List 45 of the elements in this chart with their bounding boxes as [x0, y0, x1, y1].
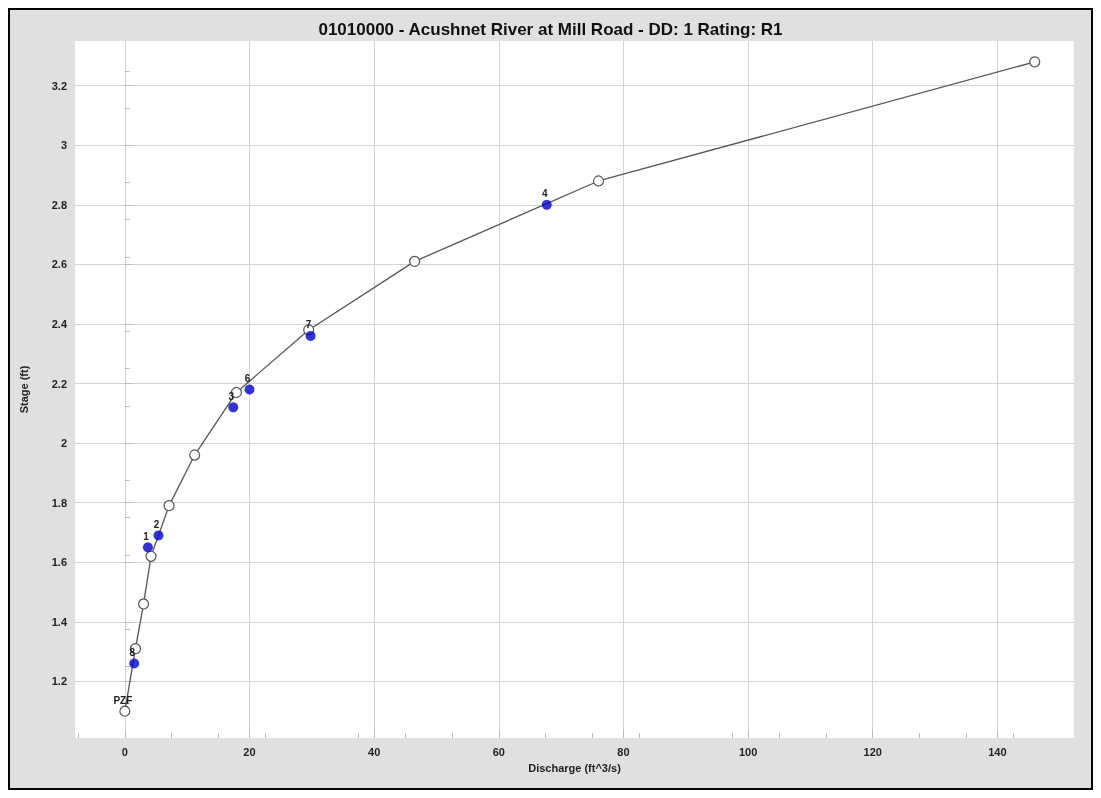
y-tick-label: 2.2 — [51, 377, 67, 390]
y-tick-label: 1.8 — [51, 496, 67, 509]
y-tick-label: 1.2 — [51, 675, 67, 688]
point — [541, 199, 552, 210]
point — [153, 530, 164, 541]
x-tick-label: 40 — [368, 745, 381, 758]
point — [129, 658, 140, 669]
x-tick-label: 20 — [243, 745, 256, 758]
y-tick-label: 3 — [60, 139, 67, 152]
annotation: 7 — [305, 319, 312, 331]
point — [409, 255, 421, 268]
y-axis-title: Stage (ft) — [17, 365, 30, 414]
point — [592, 175, 605, 187]
y-tick-label: 1.4 — [51, 615, 68, 628]
point — [145, 550, 157, 562]
point — [305, 330, 316, 341]
annotation: PZF — [113, 694, 133, 706]
point — [244, 384, 255, 395]
point — [228, 402, 239, 413]
annotation: 6 — [244, 373, 251, 384]
y-tick-label: 1.6 — [51, 556, 67, 569]
x-axis-title: Discharge (ft^3/s) — [528, 761, 622, 774]
x-tick-label: 80 — [617, 745, 630, 758]
y-tick-label: 3.2 — [51, 79, 67, 92]
annotation: 3 — [228, 390, 235, 402]
annotation: 4 — [541, 188, 548, 200]
point — [142, 542, 153, 553]
y-tick-label: 2.8 — [51, 198, 67, 211]
point — [119, 705, 131, 717]
x-tick-label: 60 — [492, 745, 505, 758]
x-tick-label: 100 — [738, 745, 758, 758]
annotation: 1 — [143, 530, 150, 542]
point — [189, 449, 201, 461]
x-tick-label: 140 — [988, 745, 1007, 758]
x-tick-label: 120 — [863, 745, 882, 758]
annotation: 8 — [129, 647, 136, 659]
y-tick-label: 2 — [60, 437, 67, 450]
y-tick-label: 2.4 — [51, 317, 68, 330]
point — [1029, 56, 1041, 68]
annotation: 2 — [153, 518, 160, 530]
point — [137, 598, 150, 610]
point — [163, 500, 175, 512]
y-tick-label: 2.6 — [51, 258, 67, 271]
x-tick-label: 0 — [121, 745, 128, 758]
chart-title: 01010000 - Acushnet River at Mill Road - DD: 1 Rating: R1 — [318, 20, 783, 39]
